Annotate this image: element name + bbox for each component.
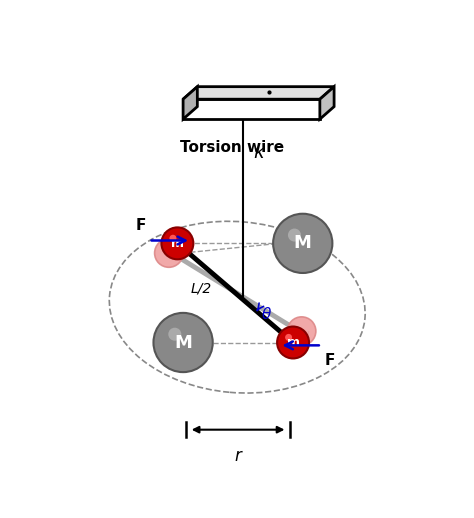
Text: r: r [235, 447, 242, 465]
Text: M: M [294, 234, 312, 252]
Circle shape [288, 228, 301, 241]
Text: m: m [171, 237, 184, 250]
Polygon shape [183, 99, 320, 119]
Text: $\theta$: $\theta$ [261, 306, 273, 322]
Text: F: F [325, 353, 335, 368]
Circle shape [162, 227, 193, 260]
Text: M: M [174, 334, 192, 352]
Circle shape [277, 326, 309, 358]
Circle shape [287, 317, 316, 346]
Text: L/2: L/2 [191, 281, 212, 295]
Polygon shape [183, 87, 334, 99]
Polygon shape [320, 87, 334, 119]
Text: F: F [136, 218, 146, 233]
Circle shape [273, 214, 332, 273]
Circle shape [155, 239, 183, 267]
Text: $\kappa$: $\kappa$ [253, 145, 266, 162]
Circle shape [169, 235, 176, 242]
Text: Torsion wire: Torsion wire [180, 140, 284, 155]
Circle shape [168, 328, 182, 341]
Circle shape [154, 313, 213, 372]
Text: m: m [287, 336, 300, 349]
Circle shape [285, 334, 292, 341]
Polygon shape [183, 87, 197, 119]
